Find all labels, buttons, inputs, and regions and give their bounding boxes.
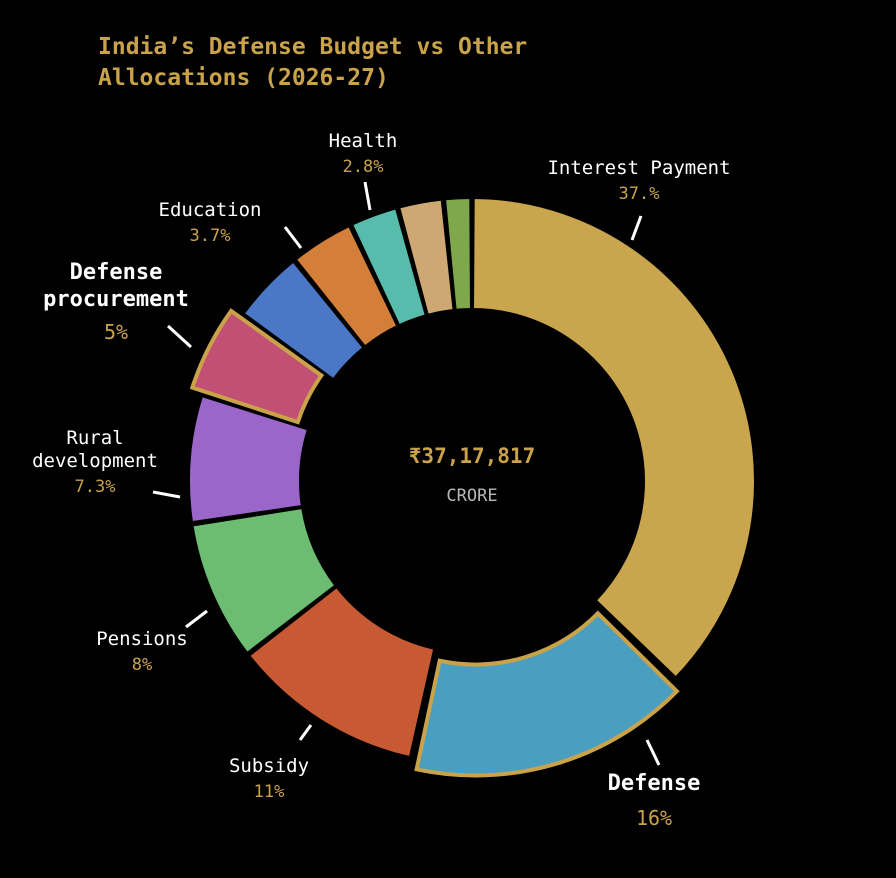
chart-title: India’s Defense Budget vs Other Allocati… xyxy=(98,34,528,91)
leader-subsidy xyxy=(298,724,313,741)
leader-pensions xyxy=(185,609,208,629)
slice-defense xyxy=(414,610,680,778)
label-pct-rural-development: 7.3% xyxy=(75,477,116,497)
leader-education xyxy=(283,226,303,249)
slice-interest-payment xyxy=(472,196,756,679)
slice-subsidy xyxy=(247,585,436,759)
slice-education xyxy=(294,224,399,348)
label-pct-subsidy: 11% xyxy=(254,782,285,802)
label-pct-pensions: 8% xyxy=(132,655,152,675)
label-pct-interest-payment: 37.% xyxy=(619,184,660,204)
label-name-defense-procurement-1: procurement xyxy=(43,287,189,312)
leader-defense xyxy=(645,739,661,766)
label-name-health-0: Health xyxy=(329,130,398,152)
slice-defense-procurement xyxy=(189,308,325,425)
leader-defense-procurement xyxy=(166,324,193,349)
label-pct-defense-procurement: 5% xyxy=(104,320,128,344)
label-name-subsidy-0: Subsidy xyxy=(229,755,309,777)
slice-pensions xyxy=(191,506,337,655)
slice-rural-development xyxy=(188,394,310,524)
label-name-rural-development-0: Rural xyxy=(66,427,123,449)
slice-others-blue xyxy=(242,260,365,381)
label-pct-defense: 16% xyxy=(636,806,672,830)
leader-health xyxy=(363,181,372,211)
slice-others-green xyxy=(443,196,472,311)
label-name-rural-development-1: development xyxy=(32,450,158,472)
center-unit: CRORE xyxy=(446,486,497,506)
leader-rural-development xyxy=(152,490,181,499)
center-total: ₹37,17,817 xyxy=(409,444,535,468)
label-name-defense-procurement-0: Defense xyxy=(70,260,163,285)
label-pct-health: 2.8% xyxy=(343,157,384,177)
slice-health xyxy=(350,207,428,327)
label-name-defense-0: Defense xyxy=(608,771,701,796)
slice-others-tan xyxy=(398,198,455,317)
label-pct-education: 3.7% xyxy=(190,226,231,246)
label-name-education-0: Education xyxy=(159,199,262,221)
leader-interest-payment xyxy=(630,215,643,241)
label-name-pensions-0: Pensions xyxy=(96,628,188,650)
label-name-interest-payment-0: Interest Payment xyxy=(547,157,730,179)
